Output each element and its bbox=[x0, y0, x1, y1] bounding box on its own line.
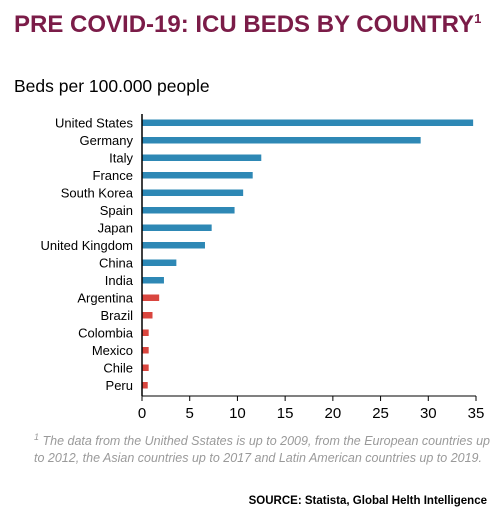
x-tick-label-15: 15 bbox=[277, 405, 294, 422]
bar-germany bbox=[142, 137, 421, 144]
x-tick-label-5: 5 bbox=[186, 405, 194, 422]
bar-spain bbox=[142, 207, 235, 214]
category-label-mexico: Mexico bbox=[92, 343, 133, 358]
bar-india bbox=[142, 277, 164, 284]
category-label-south-korea: South Korea bbox=[61, 185, 134, 200]
category-label-united-kingdom: United Kingdom bbox=[41, 238, 134, 253]
title-footnote-marker: 1 bbox=[474, 11, 482, 26]
category-label-argentina: Argentina bbox=[77, 290, 133, 305]
bar-peru bbox=[142, 382, 148, 389]
bar-argentina bbox=[142, 294, 160, 301]
category-label-india: India bbox=[105, 273, 134, 288]
category-label-france: France bbox=[93, 168, 133, 183]
bar-united-states bbox=[142, 119, 474, 126]
category-label-colombia: Colombia bbox=[78, 325, 134, 340]
category-label-china: China bbox=[99, 255, 134, 270]
chart-subtitle: Beds per 100.000 people bbox=[14, 76, 210, 96]
footnote-text: The data from the Unithed Sstates is up … bbox=[34, 434, 490, 465]
category-label-germany: Germany bbox=[80, 133, 134, 148]
bar-france bbox=[142, 172, 253, 179]
category-label-italy: Italy bbox=[109, 150, 133, 165]
bar-japan bbox=[142, 224, 212, 231]
footnote: 1 The data from the Unithed Sstates is u… bbox=[34, 431, 494, 466]
category-label-spain: Spain bbox=[100, 203, 133, 218]
chart-title: PRE COVID-19: ICU BEDS BY COUNTRY1 bbox=[14, 12, 494, 38]
bar-mexico bbox=[142, 347, 149, 354]
category-label-united-states: United States bbox=[55, 115, 134, 130]
category-label-japan: Japan bbox=[98, 220, 133, 235]
x-tick-label-30: 30 bbox=[420, 405, 437, 422]
x-tick-label-0: 0 bbox=[138, 405, 146, 422]
footnote-marker: 1 bbox=[34, 431, 40, 442]
x-tick-label-35: 35 bbox=[468, 405, 485, 422]
x-tick-label-10: 10 bbox=[229, 405, 246, 422]
bar-united-kingdom bbox=[142, 242, 205, 249]
bar-chile bbox=[142, 364, 149, 371]
bar-south-korea bbox=[142, 189, 244, 196]
chart-title-text: PRE COVID-19: ICU BEDS BY COUNTRY bbox=[14, 11, 475, 38]
category-label-chile: Chile bbox=[103, 360, 133, 375]
bar-colombia bbox=[142, 329, 149, 336]
source-note: SOURCE: Statista, Global Helth Intellige… bbox=[248, 495, 487, 507]
bar-italy bbox=[142, 154, 262, 161]
x-tick-label-20: 20 bbox=[325, 405, 342, 422]
category-label-peru: Peru bbox=[106, 378, 133, 393]
bar-chart: United States Germany Italy France South Kor… bbox=[41, 114, 485, 422]
bar-china bbox=[142, 259, 177, 266]
bar-brazil bbox=[142, 312, 153, 319]
x-tick-label-25: 25 bbox=[372, 405, 389, 422]
category-label-brazil: Brazil bbox=[100, 308, 133, 323]
